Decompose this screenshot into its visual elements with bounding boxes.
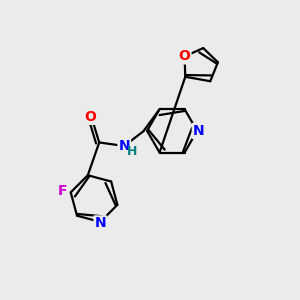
Text: F: F <box>58 184 67 198</box>
Text: H: H <box>127 145 138 158</box>
Text: O: O <box>178 50 190 63</box>
Text: N: N <box>193 124 204 138</box>
Text: N: N <box>94 216 106 230</box>
Text: O: O <box>84 110 96 124</box>
Text: N: N <box>118 139 130 153</box>
